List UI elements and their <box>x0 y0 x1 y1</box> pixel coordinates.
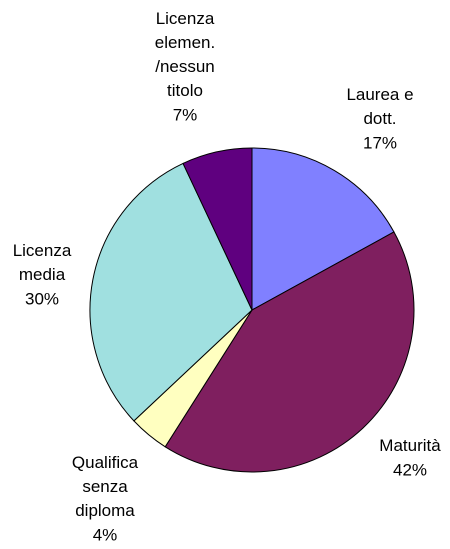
slice-label: Qualifica senza diploma <box>72 453 139 520</box>
pie-slice <box>164 231 415 473</box>
slice-label: Laurea e dott. <box>346 85 413 128</box>
slice-value-label: 4% <box>93 525 118 544</box>
slice-value-label: 7% <box>173 105 198 124</box>
slice-value-label: 42% <box>393 460 427 479</box>
slice-label: Licenza elemen./nessun titolo <box>155 9 215 100</box>
pie-slice <box>182 147 253 311</box>
slice-label: Maturità <box>379 436 441 455</box>
slice-value-label: 17% <box>363 133 397 152</box>
slice-value-label: 30% <box>25 289 59 308</box>
pie-slice <box>89 162 253 422</box>
slice-label: Licenza media <box>13 241 72 284</box>
pie-slice <box>251 147 395 311</box>
